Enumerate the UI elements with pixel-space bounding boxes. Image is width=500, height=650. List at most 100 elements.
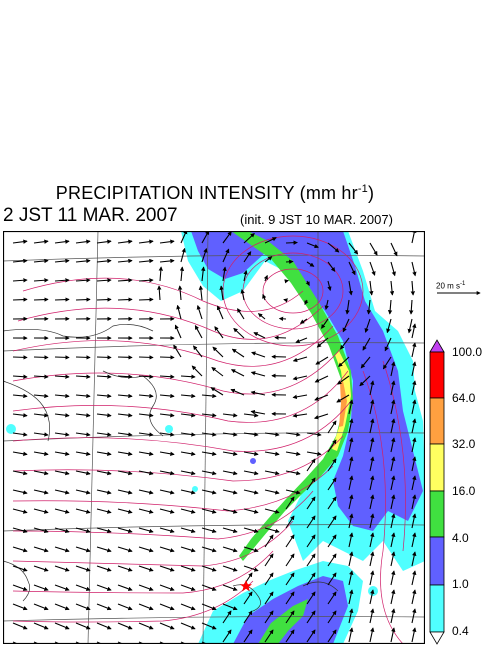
wind-vector bbox=[285, 572, 295, 586]
wind-vector bbox=[264, 553, 274, 567]
wind-vector bbox=[138, 258, 154, 264]
wind-vector bbox=[96, 355, 112, 360]
wind-vector bbox=[219, 285, 224, 301]
wind-vector bbox=[173, 344, 182, 358]
wind-vector bbox=[348, 494, 354, 510]
wind-vector bbox=[117, 565, 133, 572]
wind-vector bbox=[306, 458, 316, 472]
wind-vector bbox=[117, 413, 133, 418]
frontal-band-heavy bbox=[231, 231, 353, 561]
wind-vector bbox=[369, 589, 375, 605]
frontal-band-peak bbox=[339, 381, 347, 427]
wind-vector bbox=[117, 584, 133, 591]
wind-vector bbox=[117, 278, 133, 283]
wind-vector bbox=[243, 413, 259, 418]
wind-vector bbox=[222, 584, 238, 591]
wind-vector bbox=[211, 367, 224, 377]
wind-vector bbox=[222, 508, 238, 514]
wind-vector bbox=[390, 608, 396, 624]
wind-vector bbox=[315, 356, 329, 365]
wind-vector bbox=[243, 546, 259, 553]
wind-vector bbox=[138, 239, 154, 244]
wind-vector bbox=[33, 508, 49, 514]
wind-vector bbox=[243, 451, 259, 456]
wind-vector bbox=[390, 475, 396, 491]
wind-vector bbox=[201, 603, 217, 611]
wind-vector bbox=[230, 388, 245, 396]
wind-vector bbox=[210, 387, 224, 396]
wind-vector bbox=[54, 239, 70, 244]
wind-vector bbox=[33, 622, 49, 630]
wind-vector bbox=[264, 610, 274, 624]
wind-vector bbox=[324, 299, 329, 311]
wind-vector bbox=[327, 629, 337, 643]
wind-vector bbox=[117, 239, 133, 244]
wind-vector bbox=[285, 534, 295, 548]
wind-vector bbox=[411, 437, 417, 453]
wind-vector bbox=[250, 409, 266, 415]
wind-vector bbox=[198, 285, 204, 301]
wind-vector bbox=[75, 393, 91, 399]
wind-vector bbox=[369, 475, 375, 491]
wind-vector bbox=[180, 622, 196, 630]
wind-vector bbox=[359, 375, 371, 387]
wind-vector bbox=[177, 285, 183, 301]
colorbar-label-32: 32.0 bbox=[452, 437, 476, 451]
wind-vector bbox=[138, 355, 154, 360]
wind-vector bbox=[216, 305, 224, 320]
wind-vector bbox=[159, 603, 175, 611]
wind-vector bbox=[411, 342, 417, 358]
wind-vector bbox=[369, 418, 375, 434]
wind-vector bbox=[194, 325, 203, 339]
wind-vector bbox=[411, 551, 417, 567]
wind-vector bbox=[212, 346, 224, 358]
wind-vector bbox=[117, 374, 133, 379]
wind-vector bbox=[264, 534, 274, 548]
wind-vector bbox=[390, 261, 396, 277]
wind-vector bbox=[314, 413, 329, 420]
wind-vector bbox=[12, 489, 28, 495]
colorbar-0.4-1 bbox=[429, 584, 445, 633]
wind-vector bbox=[306, 451, 322, 456]
wind-vector bbox=[243, 629, 253, 643]
wind-vector bbox=[201, 451, 217, 456]
wind-vector bbox=[54, 355, 70, 360]
wind-vector bbox=[348, 418, 354, 434]
wind-vector bbox=[138, 546, 154, 553]
wind-vector bbox=[75, 489, 91, 495]
wind-vector bbox=[292, 375, 308, 381]
wind-vector bbox=[369, 261, 376, 276]
wind-vector bbox=[364, 318, 371, 333]
wind-vector bbox=[12, 451, 28, 456]
wind-vector bbox=[138, 297, 154, 302]
wind-vector bbox=[348, 399, 354, 415]
wind-vector bbox=[230, 369, 245, 377]
wind-vector bbox=[159, 355, 175, 360]
wind-vector bbox=[348, 456, 354, 472]
wind-vector bbox=[96, 546, 112, 553]
wind-vector bbox=[12, 622, 28, 630]
wind-vector bbox=[33, 432, 49, 437]
colorbar-label-1: 1.0 bbox=[452, 577, 469, 591]
wind-vector bbox=[336, 394, 350, 403]
wind-vector bbox=[369, 242, 378, 256]
colorbar-1-4 bbox=[429, 536, 445, 586]
wind-vector bbox=[264, 629, 274, 643]
colorbar-over bbox=[429, 339, 445, 353]
wind-vector bbox=[75, 565, 91, 572]
wind-vector bbox=[390, 380, 396, 396]
wind-vector bbox=[96, 489, 112, 495]
wind-vector bbox=[411, 418, 417, 434]
wind-vector bbox=[327, 458, 337, 472]
wind-vector bbox=[33, 603, 49, 611]
wind-vector bbox=[407, 318, 413, 334]
wind-vector bbox=[348, 475, 354, 491]
wind-vector bbox=[159, 239, 175, 244]
wind-vector bbox=[180, 231, 188, 244]
wind-vector bbox=[159, 622, 175, 630]
wind-vector bbox=[285, 432, 301, 437]
wind-vector bbox=[264, 237, 277, 244]
wind-vector bbox=[159, 565, 175, 572]
wind-vector bbox=[306, 477, 316, 491]
title-exponent: -1 bbox=[357, 183, 368, 195]
